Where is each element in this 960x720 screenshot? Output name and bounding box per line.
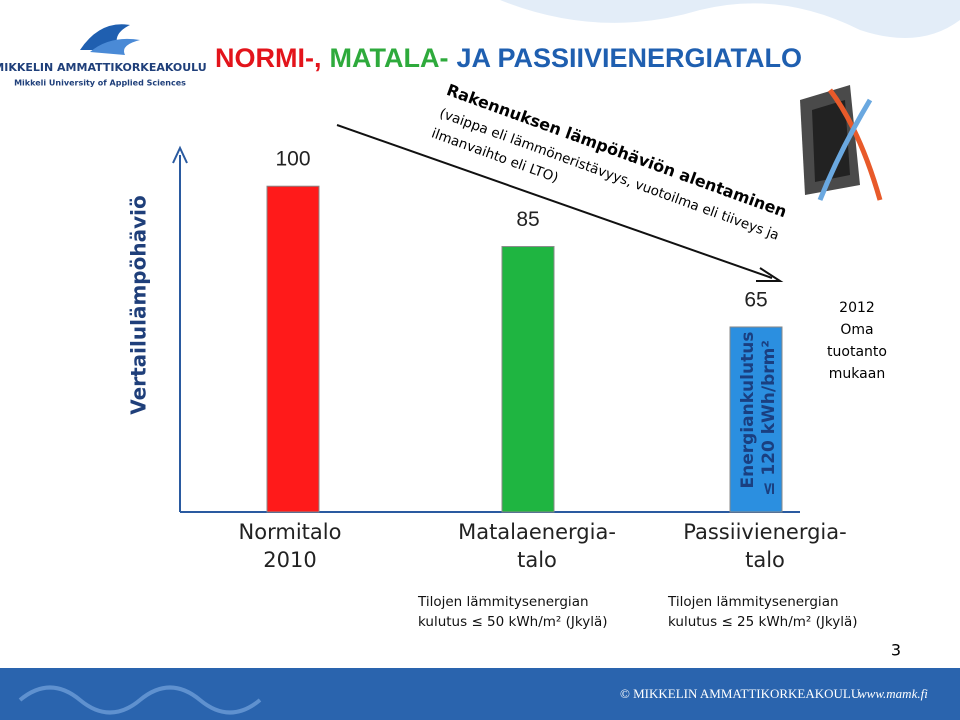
bar	[501, 246, 555, 513]
bar	[729, 326, 783, 513]
title-part: NORMI-,	[215, 43, 321, 73]
logo-mark	[90, 38, 140, 55]
category-label: 2010	[263, 548, 316, 572]
logo-text: MIKKELIN AMMATTIKORKEAKOULU	[0, 61, 207, 74]
note: kulutus ≤ 25 kWh/m² (Jkylä)	[668, 614, 858, 630]
icon-shape	[812, 100, 850, 182]
icon-arrow	[827, 88, 883, 201]
title: NORMI-, MATALA- JA PASSIIVIENERGIATALO	[215, 43, 802, 73]
plot: 100 Normitalo 2010 85 Matalaenergia-talo 65 Pa…	[239, 148, 847, 572]
logo-subtext: Mikkeli University of Applied Sciences	[14, 79, 186, 88]
category-label: Normitalo	[239, 520, 342, 544]
category-label: Matalaenergia-	[458, 520, 616, 544]
icon-arrow	[817, 98, 873, 201]
bar-text: Energiankulutus	[738, 332, 758, 489]
category-label: talo	[745, 548, 785, 572]
annotation-arrow-head	[756, 267, 784, 282]
y-axis-label: Vertailulämpöhäviö	[127, 195, 151, 414]
side-note: tuotanto	[827, 344, 887, 360]
category-label: Passiivienergia-	[683, 520, 846, 544]
logo-mark	[80, 24, 130, 50]
side-note: 2012	[839, 300, 875, 316]
side-note: mukaan	[829, 366, 885, 382]
house-icon	[800, 85, 883, 201]
side-note: Oma	[840, 322, 873, 338]
footer-band	[0, 668, 960, 720]
note: Tilojen lämmitysenergian	[417, 594, 589, 610]
value-label: 65	[744, 289, 767, 312]
title-part: JA PASSIIVIENERGIATALO	[456, 43, 802, 73]
title-part: MATALA-	[329, 43, 448, 73]
y-axis-arrow	[172, 145, 188, 164]
page-number: 3	[891, 641, 901, 660]
value-label: 100	[275, 148, 310, 171]
note: kulutus ≤ 50 kWh/m² (Jkylä)	[418, 614, 608, 630]
footer-url: www.mamk.fi	[858, 686, 928, 701]
category-label: talo	[517, 548, 557, 572]
bar	[266, 185, 320, 513]
bar-text: ≤ 120 kWh/brm²	[759, 340, 779, 496]
note: Tilojen lämmitysenergian	[667, 594, 839, 610]
value-label: 85	[516, 208, 539, 231]
logo: MIKKELIN AMMATTIKORKEAKOULU Mikkeli Univ…	[0, 24, 207, 88]
annotation-arrow	[336, 124, 773, 279]
footer-decoration	[18, 685, 262, 715]
decoration	[500, 0, 960, 38]
footer-text: © MIKKELIN AMMATTIKORKEAKOULU	[620, 686, 861, 701]
